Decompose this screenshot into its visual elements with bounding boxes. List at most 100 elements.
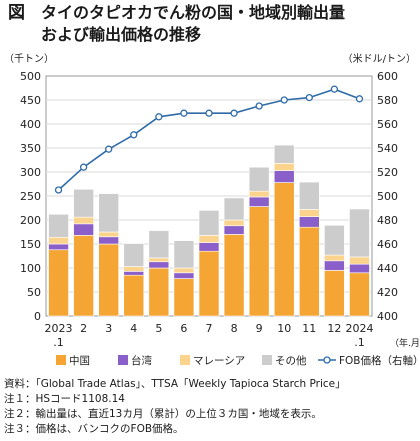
bar-segment-1 xyxy=(198,250,220,317)
legend-swatch-4 xyxy=(262,355,272,365)
figure-title: 図 タイのタピオカでん粉の国・地域別輸出量 および輸出価格の推移 xyxy=(8,2,418,46)
bar-segment-4 xyxy=(173,240,195,269)
bar-segment-2 xyxy=(173,272,195,279)
bar-segment-3 xyxy=(324,254,345,262)
bar-segment-2 xyxy=(299,216,320,228)
y-right-tick-label: 460 xyxy=(377,238,398,251)
bar-segment-2 xyxy=(248,196,270,207)
x-tick-label: 8 xyxy=(231,322,238,335)
y-right-tick-label: 400 xyxy=(377,310,398,323)
bar-segment-4 xyxy=(223,197,245,221)
fob-price-point xyxy=(54,186,63,194)
x-tick-label: 2023 xyxy=(45,322,73,335)
bar-segment-4 xyxy=(123,243,145,267)
bar-segment-4 xyxy=(198,210,220,236)
bar-segment-4 xyxy=(148,230,170,259)
x-tick-label: 5 xyxy=(155,322,162,335)
bar-segment-4 xyxy=(48,213,69,238)
bar-segment-3 xyxy=(98,231,119,238)
y-left-tick-label: 300 xyxy=(20,166,41,179)
bar-segment-1 xyxy=(349,272,370,317)
fob-price-line xyxy=(58,88,360,191)
x-tick-label: 9 xyxy=(256,322,263,335)
x-tick-label: 12 xyxy=(327,322,341,335)
legend-line-marker xyxy=(323,356,331,364)
x-tick-sublabel: .1 xyxy=(354,336,365,349)
fob-price-point xyxy=(205,109,213,117)
bar-segment-1 xyxy=(324,270,345,317)
y-left-tick-label: 0 xyxy=(34,310,41,323)
y-left-tick-label: 50 xyxy=(27,286,41,299)
x-axis-unit: （年.月） xyxy=(390,337,420,349)
fob-price-point xyxy=(230,109,238,117)
bar-segment-3 xyxy=(223,219,245,227)
y-right-tick-label: 440 xyxy=(377,262,398,275)
bar-segment-4 xyxy=(299,181,320,210)
bar-segment-3 xyxy=(123,266,145,272)
y-left-tick-label: 450 xyxy=(20,94,41,107)
x-tick-label: 3 xyxy=(105,322,112,335)
bar-segment-1 xyxy=(98,243,119,317)
y-left-tick-label: 150 xyxy=(20,238,41,251)
bar-segment-1 xyxy=(248,206,270,317)
fob-price-point xyxy=(330,85,339,93)
x-tick-label: 2024 xyxy=(345,322,373,335)
bar-segment-1 xyxy=(73,235,94,317)
x-tick-label: 4 xyxy=(130,322,137,335)
y-right-tick-label: 500 xyxy=(377,190,398,203)
x-tick-label: 10 xyxy=(277,322,291,335)
notes: 資料：「Global Trade Atlas」、TTSA「Weekly Tapi… xyxy=(4,377,346,437)
y-left-tick-label: 250 xyxy=(20,190,41,203)
legend-swatch-2 xyxy=(118,355,128,365)
bar-segment-3 xyxy=(148,257,170,263)
fob-price-point xyxy=(105,145,113,153)
bar-segment-1 xyxy=(148,267,170,317)
bar-segment-2 xyxy=(198,242,220,252)
bar-segment-4 xyxy=(324,224,345,256)
bar-segment-3 xyxy=(73,216,94,225)
bar-segment-2 xyxy=(73,223,94,236)
bar-segment-2 xyxy=(349,263,370,274)
bar-segment-3 xyxy=(248,190,270,198)
note-3: 注３：価格は、バンコクのFOB価格。 xyxy=(4,423,184,435)
bar-segment-2 xyxy=(324,260,345,271)
x-tick-label: 11 xyxy=(302,322,316,335)
legend-label-2: 台湾 xyxy=(131,354,152,367)
bar-segment-4 xyxy=(349,208,370,258)
bar-segment-1 xyxy=(48,249,69,317)
export-chart: 0 50 100 150 200 250 300 350 400 450 500 400 420 440 4… xyxy=(4,52,420,367)
bar-segment-2 xyxy=(98,236,119,245)
fob-price-point xyxy=(280,96,288,104)
note-2: 注２：輸出量は、直近13カ月（累計）の上位３カ国・地域を表示。 xyxy=(4,408,322,420)
bar-segment-3 xyxy=(48,236,69,245)
y-left-tick-label: 400 xyxy=(20,118,41,131)
fob-price-point xyxy=(79,163,88,171)
x-tick-sublabel: .1 xyxy=(53,336,64,349)
bar-segment-2 xyxy=(48,243,69,251)
y-right-tick-label: 480 xyxy=(377,214,398,227)
bar-segment-4 xyxy=(248,166,270,192)
bar-segment-1 xyxy=(173,278,195,317)
bar-segment-2 xyxy=(223,225,245,235)
fob-price-point xyxy=(355,95,364,103)
legend-swatch-3 xyxy=(180,355,190,365)
bar-segment-3 xyxy=(198,235,220,243)
bar-segment-2 xyxy=(148,261,170,269)
y-right-tick-label: 600 xyxy=(377,70,398,83)
y-left-tick-label: 350 xyxy=(20,142,41,155)
legend-label-3: マレーシア xyxy=(193,355,245,367)
bar-segment-3 xyxy=(299,209,320,217)
y-left-tick-label: 100 xyxy=(20,262,41,275)
bar-segment-1 xyxy=(273,182,295,317)
y-right-tick-label: 560 xyxy=(377,118,398,131)
bar-segment-3 xyxy=(273,163,295,171)
bar-segment-3 xyxy=(349,256,370,265)
note-1: 注１：HSコード1108.14 xyxy=(4,393,125,405)
fob-price-point xyxy=(255,102,263,110)
y-left-tick-label: 200 xyxy=(20,214,41,227)
fob-price-point xyxy=(130,131,138,139)
y-right-tick-label: 520 xyxy=(377,166,398,179)
figure-label: 図 xyxy=(8,3,25,23)
title-line-1: タイのタピオカでん粉の国・地域別輸出量 xyxy=(41,3,346,22)
legend-label-1: 中国 xyxy=(69,354,90,367)
